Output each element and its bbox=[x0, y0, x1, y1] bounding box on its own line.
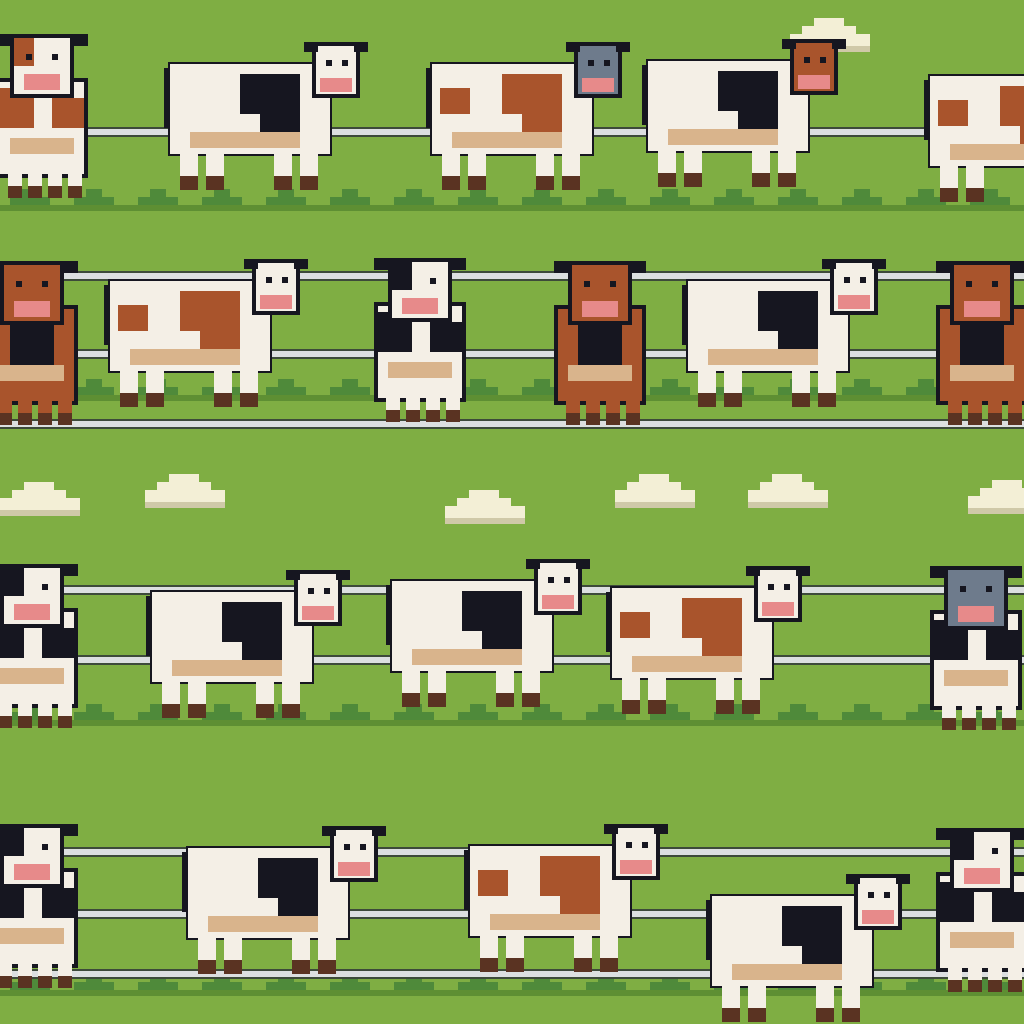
cloud bbox=[748, 474, 828, 508]
grass-strip bbox=[0, 189, 1024, 211]
cow bbox=[936, 828, 1024, 992]
cow bbox=[182, 826, 386, 974]
cow bbox=[930, 566, 1022, 730]
cloud bbox=[615, 474, 695, 508]
cow bbox=[642, 39, 846, 187]
fence-rail bbox=[0, 419, 1024, 429]
cloud bbox=[445, 490, 525, 524]
cow bbox=[924, 74, 1024, 202]
cow bbox=[164, 42, 368, 190]
cloud bbox=[145, 474, 225, 508]
cow bbox=[146, 570, 350, 718]
cloud bbox=[968, 480, 1024, 514]
cow bbox=[0, 261, 78, 425]
cow bbox=[682, 259, 886, 407]
fence-rail bbox=[0, 349, 1024, 359]
cow bbox=[104, 259, 308, 407]
fence-rail bbox=[0, 271, 1024, 281]
cow bbox=[464, 824, 668, 972]
cow bbox=[606, 566, 810, 714]
cow bbox=[426, 42, 630, 190]
cow bbox=[386, 559, 590, 707]
cow bbox=[554, 261, 646, 425]
herd-layer bbox=[0, 34, 1024, 1022]
cow bbox=[0, 34, 88, 198]
cow bbox=[374, 258, 466, 422]
cow bbox=[706, 874, 910, 1022]
cow bbox=[0, 824, 78, 988]
cow bbox=[936, 261, 1024, 425]
cow bbox=[0, 564, 78, 728]
cloud bbox=[0, 482, 80, 516]
